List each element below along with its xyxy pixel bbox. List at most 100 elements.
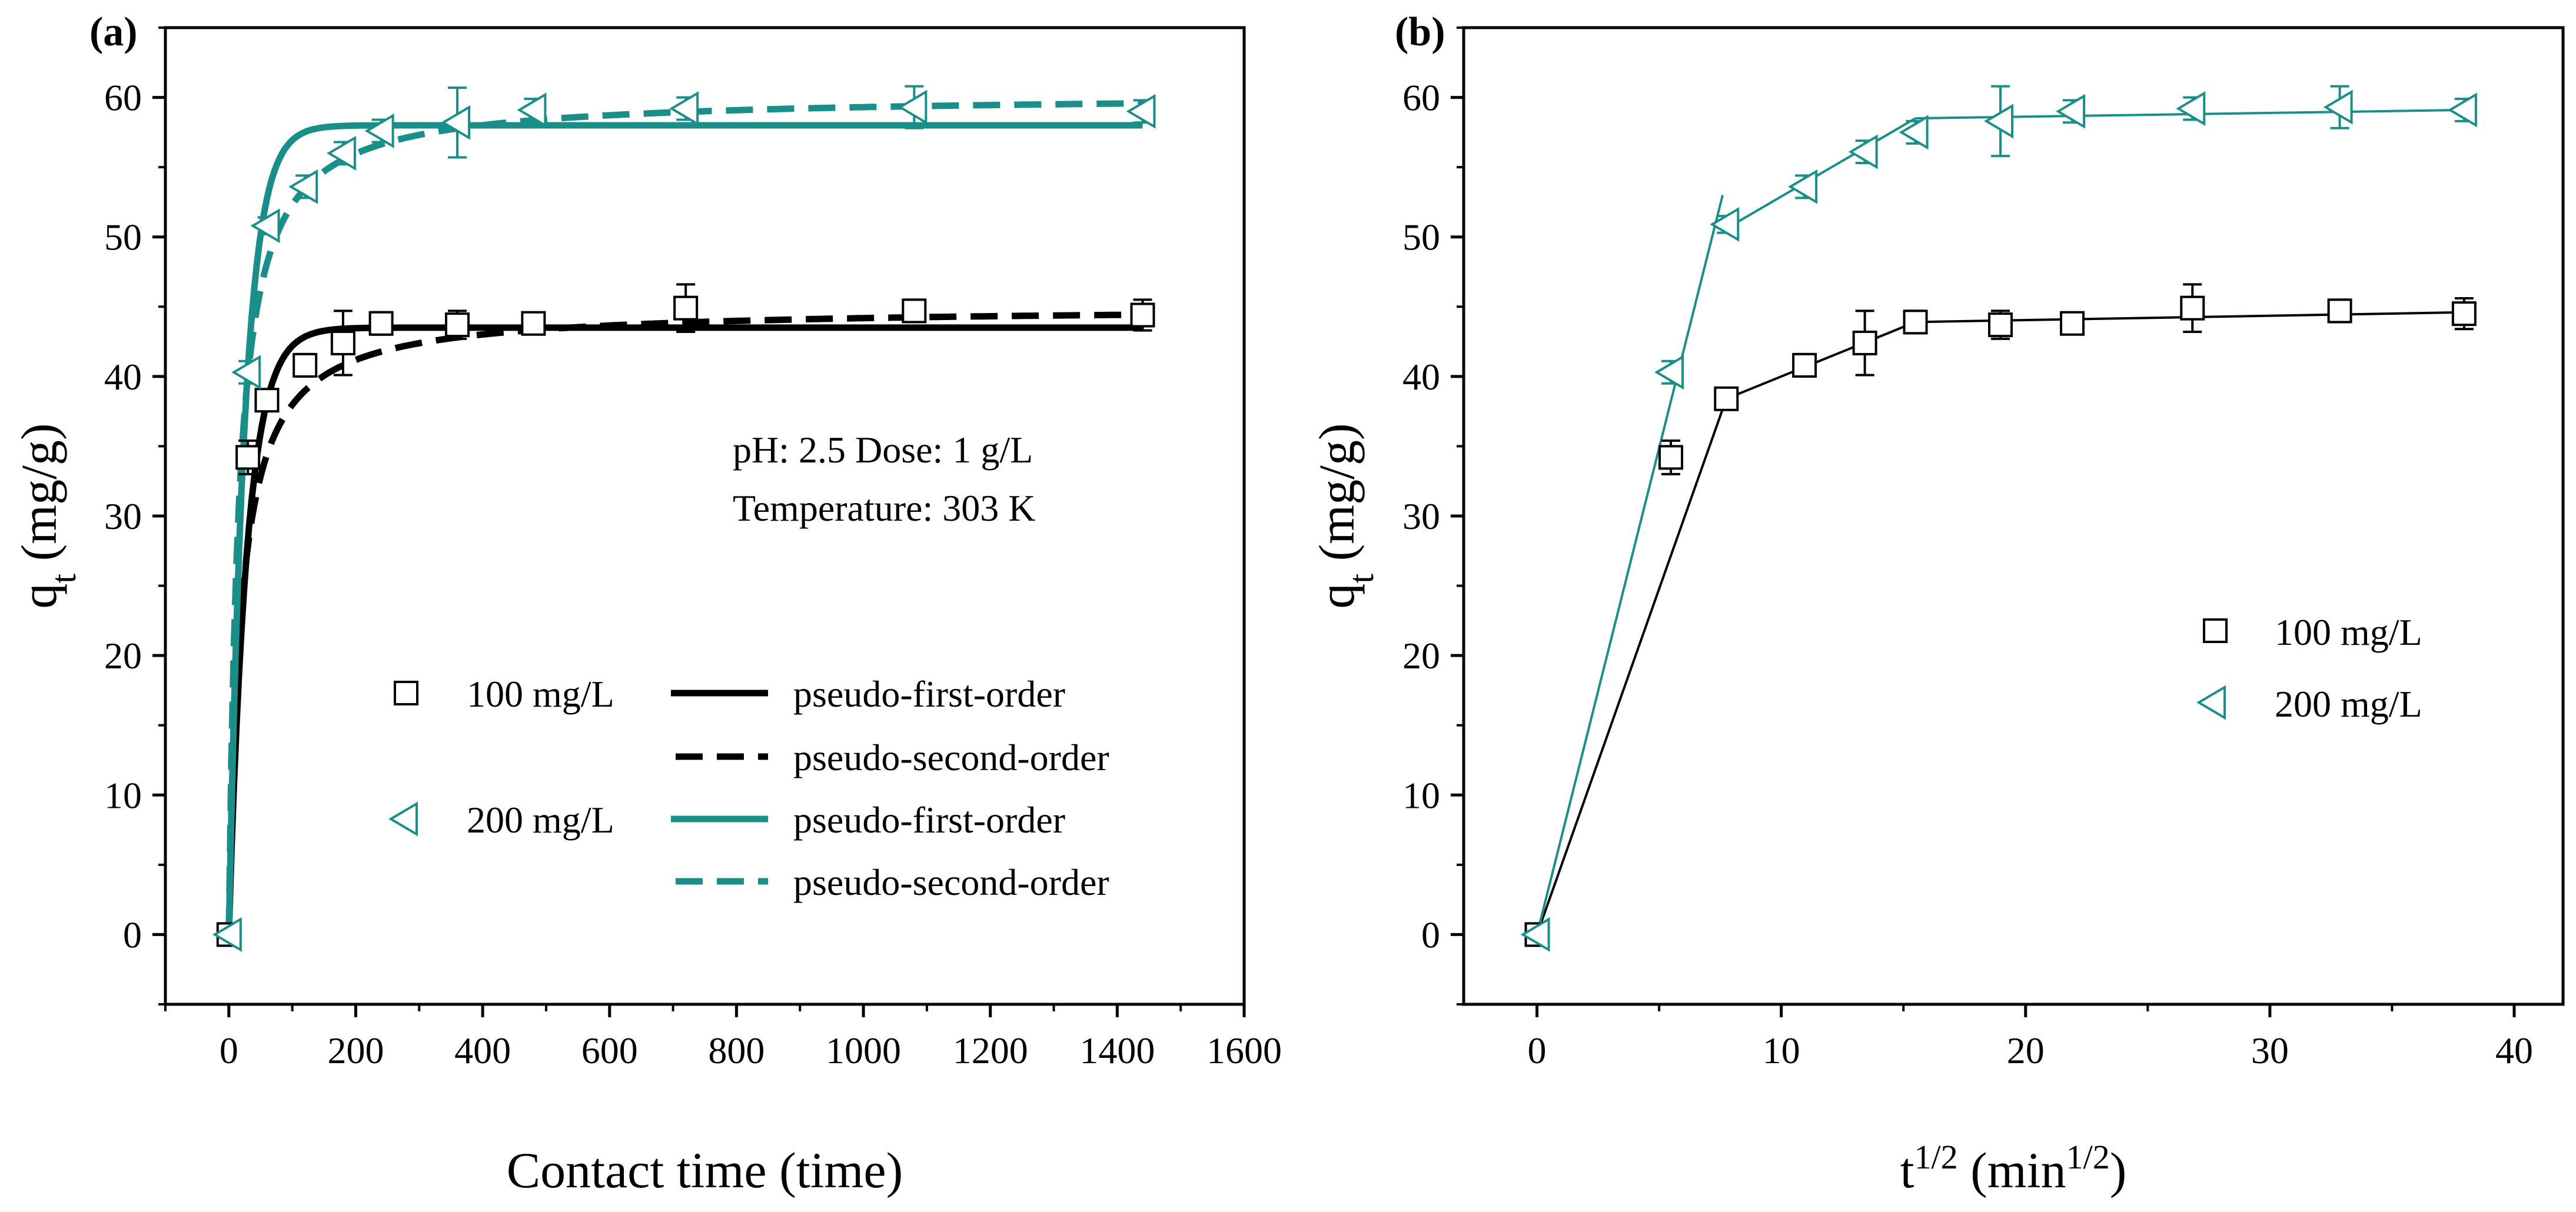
data-point xyxy=(669,91,699,126)
data-point xyxy=(673,295,699,321)
data-point xyxy=(1126,94,1156,129)
y-tick-label: 10 xyxy=(104,774,142,816)
data-point xyxy=(1987,312,2013,338)
y-tick-label: 60 xyxy=(104,77,142,119)
legend-label-200: 200 mg/L xyxy=(467,799,614,841)
y-tick-label: 30 xyxy=(104,495,142,537)
data-point xyxy=(235,445,261,470)
x-axis-title: Contact time (time) xyxy=(507,1142,903,1198)
y-axis-title-sub: t xyxy=(44,574,83,584)
panel-label-b: (b) xyxy=(1395,9,1445,55)
x-tick-label: 40 xyxy=(2495,1030,2533,1071)
y-tick-label: 30 xyxy=(1402,495,1440,537)
y-axis-title: qt (mg/g) xyxy=(11,423,83,608)
x-axis-title: t1/2 (min1/2) xyxy=(1900,1138,2127,1199)
data-point xyxy=(2060,311,2085,336)
data-point xyxy=(2327,298,2352,324)
y-tick-label: 60 xyxy=(1402,77,1440,119)
legend-label-pfo-100: pseudo-first-order xyxy=(793,673,1065,715)
data-point xyxy=(2176,91,2206,126)
data-point xyxy=(364,113,394,148)
legend-marker-triangle xyxy=(2196,685,2226,720)
data-point xyxy=(368,311,394,336)
plot-frame xyxy=(1462,26,2565,1006)
x-axis-title-close: ) xyxy=(2110,1142,2127,1198)
x-axis-title-t: t xyxy=(1900,1142,1914,1198)
data-point xyxy=(1658,445,1684,470)
y-axis-title-unit: (mg/g) xyxy=(11,423,67,574)
data-point xyxy=(254,388,280,413)
fit-segment xyxy=(1535,195,1724,935)
x-tick-label: 1200 xyxy=(953,1030,1028,1071)
y-tick-label: 0 xyxy=(123,914,142,955)
data-point xyxy=(441,105,470,140)
data-point xyxy=(288,169,318,204)
x-tick-label: 0 xyxy=(220,1030,238,1071)
data-point xyxy=(1852,330,1877,355)
fit-segment xyxy=(1535,398,1728,935)
fit-segment xyxy=(1726,321,1916,400)
panel-label-a: (a) xyxy=(89,9,138,55)
data-point xyxy=(1792,352,1817,378)
x-axis-title-unit: (min xyxy=(1958,1142,2066,1198)
data-point xyxy=(444,312,470,338)
x-tick-label: 20 xyxy=(2007,1030,2045,1071)
y-tick-label: 20 xyxy=(1402,635,1440,677)
data-point xyxy=(2180,295,2205,321)
data-point xyxy=(1714,386,1739,411)
legend-label-pso-200: pseudo-second-order xyxy=(793,861,1109,903)
x-axis-title-sup: 1/2 xyxy=(1914,1138,1958,1176)
data-point xyxy=(898,89,928,125)
data-point xyxy=(1654,355,1684,390)
data-point xyxy=(2451,301,2477,327)
plot-frame xyxy=(164,26,1246,1006)
data-point xyxy=(1130,302,1155,328)
data-point xyxy=(2323,89,2353,125)
legend-label-100: 100 mg/L xyxy=(2275,611,2422,653)
data-point xyxy=(521,311,546,336)
data-point xyxy=(330,330,355,355)
y-tick-label: 50 xyxy=(104,217,142,258)
x-tick-label: 600 xyxy=(581,1030,638,1071)
data-point xyxy=(1788,169,1818,204)
y-tick-label: 40 xyxy=(104,356,142,398)
x-tick-label: 1600 xyxy=(1206,1030,1282,1071)
y-tick-label: 20 xyxy=(104,635,142,677)
chart-a: 0 200 400 600 800 1000 1200 1400 1600 0 10 20 30 40 50… xyxy=(11,9,1282,1198)
y-axis-title-q: q xyxy=(11,584,67,609)
x-tick-label: 400 xyxy=(454,1030,511,1071)
data-point xyxy=(1520,917,1550,952)
x-tick-label: 0 xyxy=(1528,1030,1547,1071)
data-point xyxy=(212,917,242,952)
annotation-conditions: pH: 2.5 Dose: 1 g/L xyxy=(733,429,1033,471)
legend-label-100: 100 mg/L xyxy=(467,673,614,715)
y-tick-label: 0 xyxy=(1421,914,1440,955)
x-tick-label: 30 xyxy=(2251,1030,2289,1071)
legend-label-pso-100: pseudo-second-order xyxy=(793,737,1109,778)
y-axis-title-unit: (mg/g) xyxy=(1308,423,1365,574)
legend-marker-square xyxy=(2203,618,2228,643)
y-tick-label: 10 xyxy=(1402,774,1440,816)
x-axis-title-unit-sup: 1/2 xyxy=(2066,1138,2110,1176)
pseudo-second-order-curve xyxy=(225,311,1143,935)
data-point xyxy=(2056,94,2086,129)
data-point xyxy=(1903,309,1928,335)
y-tick-label: 50 xyxy=(1402,217,1440,258)
data-point xyxy=(517,92,547,128)
legend-label-pfo-200: pseudo-first-order xyxy=(793,799,1065,841)
data-point xyxy=(1710,207,1740,242)
legend-marker-square xyxy=(394,681,418,705)
y-axis-title-sub: t xyxy=(1342,574,1381,584)
x-tick-label: 1400 xyxy=(1079,1030,1155,1071)
x-tick-label: 800 xyxy=(708,1030,765,1071)
x-tick-label: 1000 xyxy=(826,1030,901,1071)
data-point xyxy=(902,298,927,324)
annotation-temperature: Temperature: 303 K xyxy=(733,487,1035,529)
data-point xyxy=(250,208,280,244)
legend-label-200: 200 mg/L xyxy=(2275,683,2422,725)
x-tick-label: 10 xyxy=(1763,1030,1800,1071)
data-point xyxy=(1899,115,1929,150)
data-point xyxy=(1984,104,2013,139)
x-tick-label: 200 xyxy=(327,1030,384,1071)
